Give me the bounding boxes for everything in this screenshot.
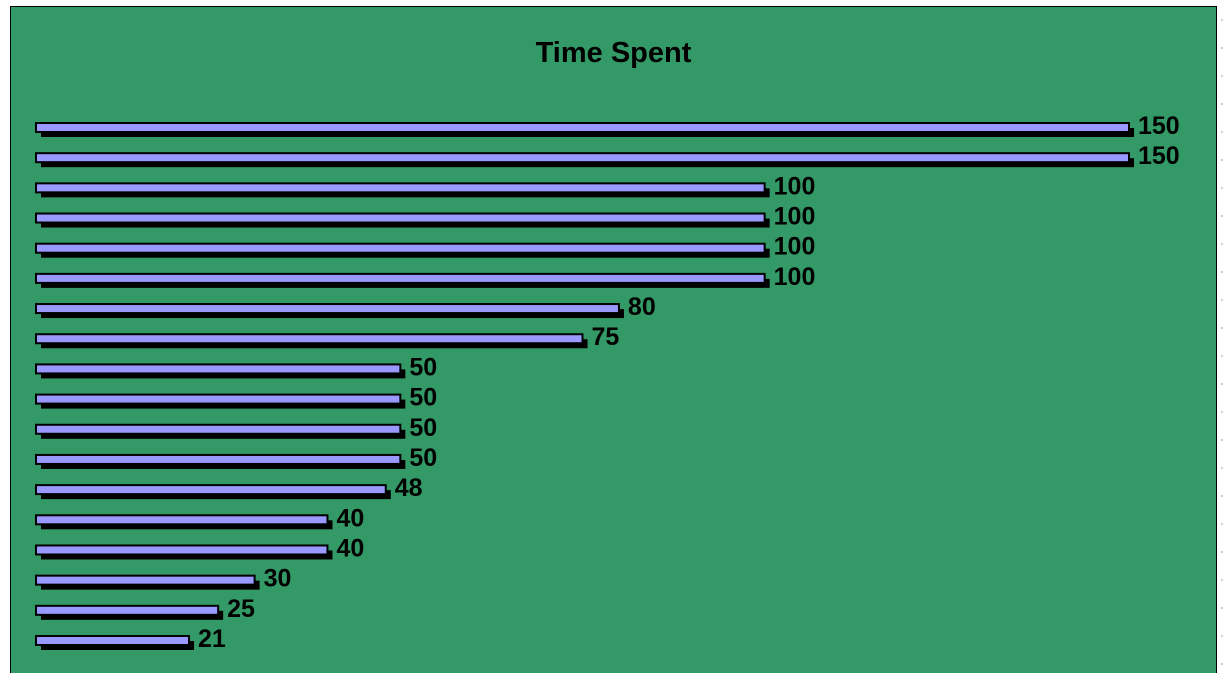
chart-title: Time Spent — [535, 37, 692, 69]
data-label: 75 — [592, 323, 620, 351]
chart-area: Time Spent 150 150 100 100 100 100 80 75 50 50 50 5… — [10, 6, 1217, 673]
data-label: 25 — [227, 595, 255, 623]
data-label: 50 — [409, 384, 437, 412]
data-label: 30 — [264, 565, 292, 593]
data-label: 100 — [774, 203, 816, 231]
bar — [35, 574, 256, 586]
data-label: 40 — [336, 534, 364, 562]
bar — [35, 303, 620, 315]
bar — [35, 333, 584, 345]
data-label: 50 — [409, 414, 437, 442]
bar — [35, 484, 387, 496]
data-label: 50 — [409, 444, 437, 472]
bar — [35, 544, 329, 556]
data-label: 50 — [409, 353, 437, 381]
bar — [35, 363, 402, 375]
bar — [35, 242, 766, 254]
data-label: 80 — [628, 293, 656, 321]
bar — [35, 514, 329, 526]
bar — [35, 152, 1130, 164]
bar-chart: 1501501001001001008075505050504840403025… — [35, 112, 1180, 653]
bar — [35, 393, 402, 405]
bar — [35, 122, 1130, 133]
data-label: 150 — [1138, 142, 1180, 170]
bar — [35, 635, 191, 646]
data-label: 100 — [774, 172, 816, 200]
bar — [35, 182, 766, 194]
data-label: 48 — [395, 474, 423, 502]
bar — [35, 453, 402, 465]
bar — [35, 604, 220, 616]
bar — [35, 272, 766, 284]
bar — [35, 212, 766, 224]
data-label: 40 — [336, 504, 364, 532]
data-label: 100 — [774, 263, 816, 291]
data-label: 21 — [198, 625, 226, 653]
data-label: 100 — [774, 233, 816, 261]
data-label: 150 — [1138, 112, 1180, 140]
bar — [35, 423, 402, 435]
